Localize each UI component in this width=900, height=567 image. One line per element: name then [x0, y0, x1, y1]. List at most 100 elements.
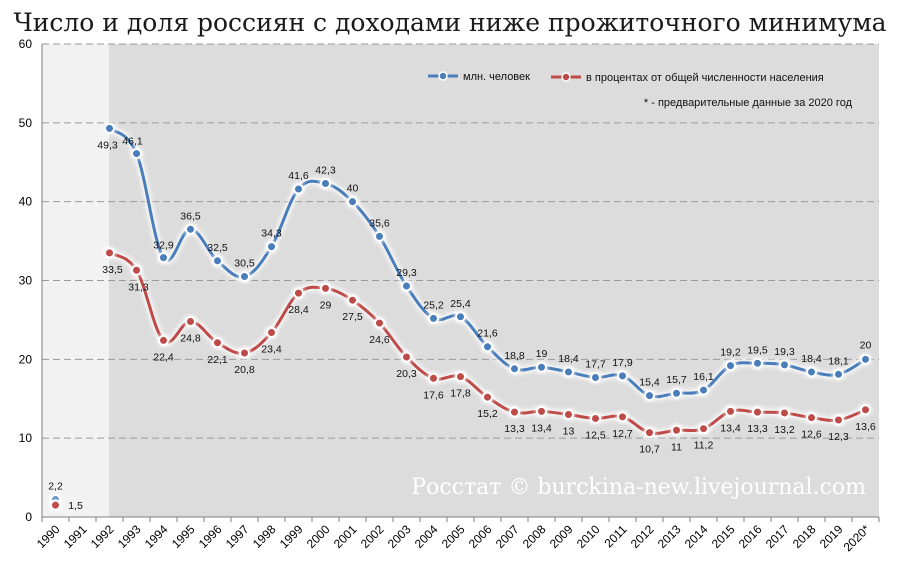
x-tick-label: 1990	[34, 522, 63, 551]
point-mln	[644, 390, 655, 402]
point-mln	[482, 341, 493, 353]
data-label-mln: 46,1	[122, 136, 143, 148]
point-mln	[833, 368, 844, 380]
data-label-mln: 19	[536, 348, 548, 360]
point-mln	[590, 371, 601, 383]
data-label-percent: 11	[671, 441, 682, 453]
x-tick-label: 2003	[385, 522, 414, 551]
x-tick-label: 2000	[304, 522, 333, 551]
data-label-percent: 12,7	[612, 428, 633, 440]
data-label-percent: 13,6	[855, 421, 876, 433]
data-label-percent: 13,4	[531, 422, 552, 434]
data-label-percent: 1,5	[68, 500, 83, 512]
data-label-mln: 19,5	[747, 344, 768, 356]
x-tick-label: 2010	[574, 522, 603, 551]
data-label-percent: 12,3	[828, 431, 849, 443]
x-tick-label: 2018	[790, 522, 819, 551]
point-mln	[266, 241, 277, 253]
data-label-mln: 18,1	[828, 355, 849, 367]
point-percent	[185, 315, 196, 327]
data-label-percent: 13,3	[747, 423, 768, 435]
x-tick-label: 1994	[142, 522, 171, 551]
data-label-percent: 17,8	[450, 388, 471, 400]
data-label-mln: 36,5	[180, 210, 201, 222]
point-percent	[239, 347, 250, 359]
data-label-mln: 29,3	[396, 267, 417, 279]
data-label-percent: 20,3	[396, 368, 417, 380]
y-tick-label: 30	[19, 274, 33, 288]
data-label-percent: 13	[563, 426, 575, 438]
x-tick-label: 2005	[439, 522, 468, 551]
x-tick-label: 1998	[250, 522, 279, 551]
point-percent	[320, 282, 331, 294]
x-tick-label: 2008	[520, 522, 549, 551]
data-label-percent: 28,4	[288, 304, 309, 316]
watermark: Росстат © burckina-new.livejournal.com	[411, 475, 866, 500]
point-percent	[482, 391, 493, 403]
legend-label-mln: млн. человек	[463, 71, 530, 83]
point-percent	[401, 351, 412, 363]
data-label-percent: 20,8	[234, 364, 255, 376]
point-mln	[239, 271, 250, 283]
data-label-mln: 40	[347, 183, 359, 195]
point-mln	[725, 360, 736, 372]
x-tick-label: 2013	[655, 522, 684, 551]
point-percent	[293, 287, 304, 299]
point-mln	[455, 311, 466, 323]
point-mln	[320, 178, 331, 190]
point-percent	[266, 327, 277, 339]
data-label-mln: 16,1	[693, 371, 714, 383]
point-mln	[212, 255, 223, 267]
data-label-mln: 2,2	[48, 481, 63, 493]
data-label-mln: 35,6	[369, 217, 390, 229]
y-tick-label: 20	[19, 352, 33, 366]
point-mln	[752, 357, 763, 369]
legend-label-percent: в процентах от общей численности населен…	[586, 72, 824, 84]
point-percent	[158, 334, 169, 346]
series-layer	[49, 121, 872, 512]
x-tick-label: 2004	[412, 522, 441, 551]
data-label-percent: 24,8	[180, 332, 201, 344]
point-mln	[185, 223, 196, 235]
x-tick-label: 2002	[358, 522, 387, 551]
point-mln	[536, 361, 547, 373]
point-mln	[509, 363, 520, 375]
y-tick-label: 10	[19, 431, 33, 445]
data-label-percent: 23,4	[261, 344, 282, 356]
x-tick-label: 2011	[601, 522, 629, 550]
point-percent	[860, 404, 871, 416]
data-label-mln: 19,3	[774, 346, 795, 358]
x-tick-label: 2017	[763, 522, 792, 551]
point-percent	[752, 406, 763, 418]
data-label-mln: 19,2	[720, 347, 741, 359]
data-label-percent: 33,5	[102, 264, 123, 276]
x-tick-label: 2009	[547, 522, 576, 551]
point-percent	[455, 371, 466, 383]
y-tick-label: 50	[19, 116, 33, 130]
data-label-percent: 29	[320, 299, 332, 311]
point-mln	[806, 366, 817, 378]
legend-marker-blue-dot	[438, 71, 448, 81]
point-percent	[698, 423, 709, 435]
point-percent	[671, 424, 682, 436]
point-percent	[833, 414, 844, 426]
data-label-percent: 27,5	[342, 311, 363, 323]
data-label-percent: 17,6	[423, 389, 444, 401]
x-tick-label: 2020*	[841, 522, 873, 554]
data-label-percent: 10,7	[639, 444, 660, 456]
point-mln	[158, 252, 169, 264]
x-tick-label: 1995	[169, 522, 198, 551]
point-percent	[374, 317, 385, 329]
data-label-mln: 32,5	[207, 242, 228, 254]
legend-marker-red-dot	[561, 72, 571, 82]
data-label-percent: 13,3	[504, 423, 525, 435]
point-mln	[698, 384, 709, 396]
grid	[42, 43, 879, 439]
x-tick-label: 1996	[196, 522, 225, 551]
point-percent	[509, 406, 520, 418]
point-percent	[644, 427, 655, 439]
legend: млн. человек в процентах от общей числен…	[428, 71, 853, 109]
x-tick-label: 1992	[88, 522, 117, 551]
data-label-percent: 22,1	[207, 354, 228, 366]
